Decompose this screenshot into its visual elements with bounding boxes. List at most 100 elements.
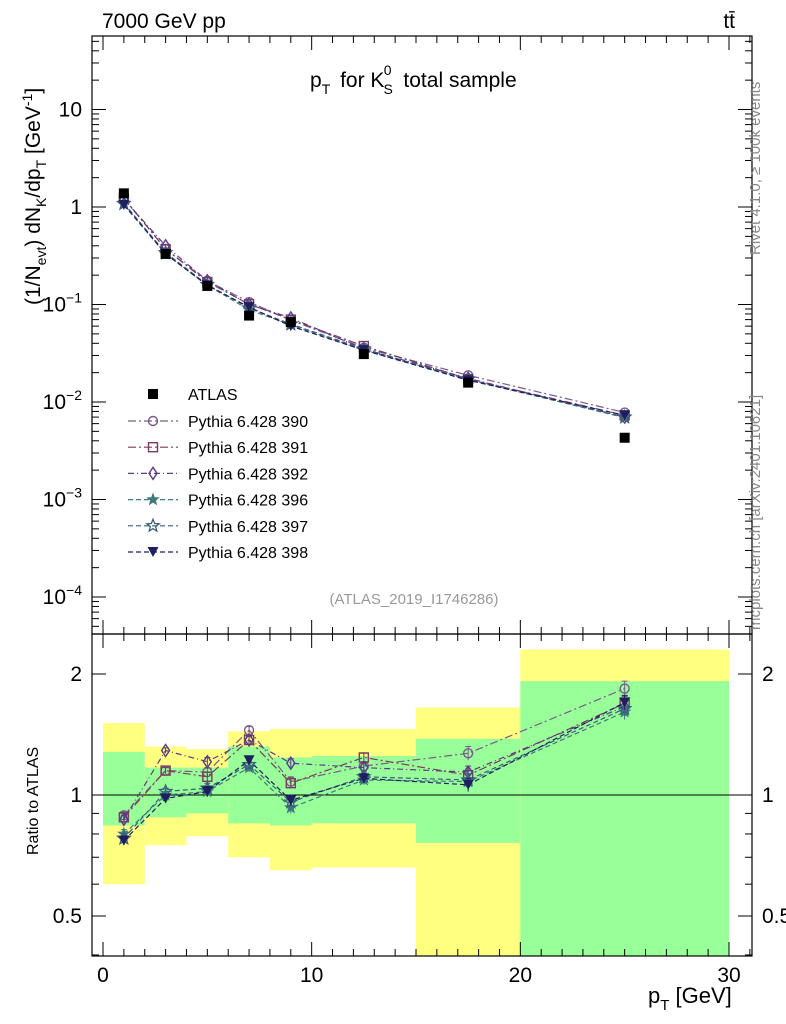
ylab-evt: evt: [33, 247, 49, 266]
ylab-p5: ]: [22, 88, 45, 94]
header-left: 7000 GeV pp: [102, 10, 226, 33]
main-line-0: [123, 197, 625, 414]
ratio-point-s5-0: [118, 835, 130, 846]
title-pt-sub: T: [322, 81, 331, 97]
legend-label-3: Pythia 6.428 396: [188, 493, 308, 510]
main-line-5: [123, 204, 625, 416]
legend-marker-2: [148, 466, 158, 481]
ylab-p3: /dp: [22, 168, 45, 197]
legend: ATLAS Pythia 6.428 390 Pythia 6.428 391 Pyt…: [128, 387, 308, 562]
title-k-sub: S: [383, 81, 392, 97]
ratio-point-s5-2: [201, 786, 213, 797]
legend-marker-4: [145, 517, 161, 533]
ylab-p4: [GeV: [22, 106, 45, 160]
atlas-point-7: [619, 432, 630, 443]
ratio-line-0: [123, 688, 625, 816]
main-y-ticks: 10−4 10−3 10−2 10−1 1 10: [43, 40, 752, 627]
main-line-2: [123, 198, 625, 418]
ratio-series-group: [115, 680, 633, 846]
main-line-3: [123, 202, 625, 419]
atlas-point-1: [160, 248, 171, 259]
ratio-point-s5-4: [285, 795, 297, 806]
legend-label-0: Pythia 6.428 390: [188, 414, 308, 431]
ylab-exp: -1: [19, 93, 35, 106]
ratio-line-4: [123, 708, 625, 839]
ratio-point-s5-6: [462, 779, 474, 790]
ratio-point-s5-3: [243, 755, 255, 766]
ratio-ytick-label-right-2: 2: [762, 663, 774, 686]
legend-atlas-label: ATLAS: [188, 387, 238, 404]
legend-marker-3: [146, 492, 160, 506]
ratio-point-s0-7: [619, 683, 630, 694]
main-point-s5-3: [243, 302, 255, 313]
rivet-label: Rivet 4.1.0, ≥ 100k events: [747, 82, 764, 255]
ratio-ytick-label-left-1: 1: [70, 784, 82, 807]
atlas-point-4: [285, 317, 296, 328]
ratio-point-s2-1: [160, 743, 171, 758]
main-y-label: (1/Nevt) dNK/dpT [GeV-1]: [19, 88, 49, 305]
ratio-point-s2-2: [202, 754, 213, 769]
main-ytick-label-0: 10−4: [43, 582, 83, 609]
main-ytick-label-1: 10−3: [43, 485, 83, 512]
analysis-label: (ATLAS_2019_I1746286): [329, 591, 498, 608]
ylab-k: K: [33, 197, 49, 207]
ratio-y-label: Ratio to ATLAS: [25, 747, 42, 855]
ratio-point-s5-5: [358, 773, 370, 784]
atlas-point-2: [202, 280, 213, 291]
legend-marker-0: [147, 415, 159, 427]
main-point-s5-0: [118, 199, 130, 210]
chart-title: pT for KS 0 total sample: [310, 62, 517, 97]
legend-label-2: Pythia 6.428 392: [188, 466, 308, 483]
x-tick-label-0: 0: [97, 964, 109, 987]
legend-atlas-marker: [148, 389, 158, 399]
ylab-p1: (1/N: [22, 265, 45, 305]
ratio-point-s5-1: [160, 793, 172, 804]
xlab-unit: [GeV]: [669, 983, 731, 1008]
legend-label-1: Pythia 6.428 391: [188, 440, 308, 457]
atlas-point-0: [118, 188, 129, 199]
ratio-point-s1-1: [160, 765, 171, 776]
x-axis-label: pT [GeV]: [648, 983, 732, 1014]
ylab-p2: ) dN: [22, 207, 45, 247]
ratio-line-1: [123, 702, 625, 818]
ratio-line-5: [123, 701, 625, 842]
ratio-ticks: 0.5 0.5 1 1 2 2: [53, 663, 786, 956]
ratio-point-s4-7: [616, 700, 633, 716]
xlab-p: p: [648, 983, 660, 1008]
title-pt: p: [310, 69, 322, 92]
header-right: tt̄: [723, 10, 735, 33]
ratio-ytick-label-left-0: 0.5: [53, 905, 82, 928]
atlas-point-6: [463, 377, 474, 388]
x-tick-label-1: 10: [300, 964, 323, 987]
main-point-s5-7: [619, 410, 631, 421]
legend-marker-5: [147, 547, 159, 557]
ratio-point-s2-4: [285, 755, 296, 771]
main-line-4: [123, 203, 625, 418]
green-band-7: [520, 681, 729, 956]
main-ytick-label-4: 1: [70, 196, 82, 219]
legend-label-5: Pythia 6.428 398: [188, 545, 308, 562]
atlas-point-5: [358, 349, 369, 360]
ratio-ytick-label-right-1: 1: [762, 784, 774, 807]
main-series-group: [115, 188, 633, 443]
ratio-line-2: [123, 705, 625, 820]
ratio-ytick-label-right-0: 0.5: [762, 905, 786, 928]
mcplots-label: mcplots.cern.ch [arXiv:2401.10621]: [747, 395, 764, 630]
title-k-sup: 0: [384, 62, 392, 78]
ratio-point-s4-3: [241, 756, 257, 772]
xlab-t: T: [660, 997, 669, 1014]
title-for: for K: [334, 69, 384, 92]
legend-marker-1: [147, 442, 159, 453]
title-rest: total sample: [398, 69, 517, 92]
ratio-point-s2-0: [119, 812, 129, 827]
ratio-point-s0-6: [462, 748, 474, 759]
ratio-point-s5-7: [619, 697, 631, 708]
ratio-point-s2-3: [244, 732, 254, 748]
ratio-line-3: [123, 711, 625, 835]
x-tick-label-3: 30: [717, 964, 740, 987]
x-tick-label-2: 20: [509, 964, 532, 987]
main-ytick-label-3: 10−1: [43, 290, 83, 317]
ylab-t: T: [33, 159, 49, 168]
